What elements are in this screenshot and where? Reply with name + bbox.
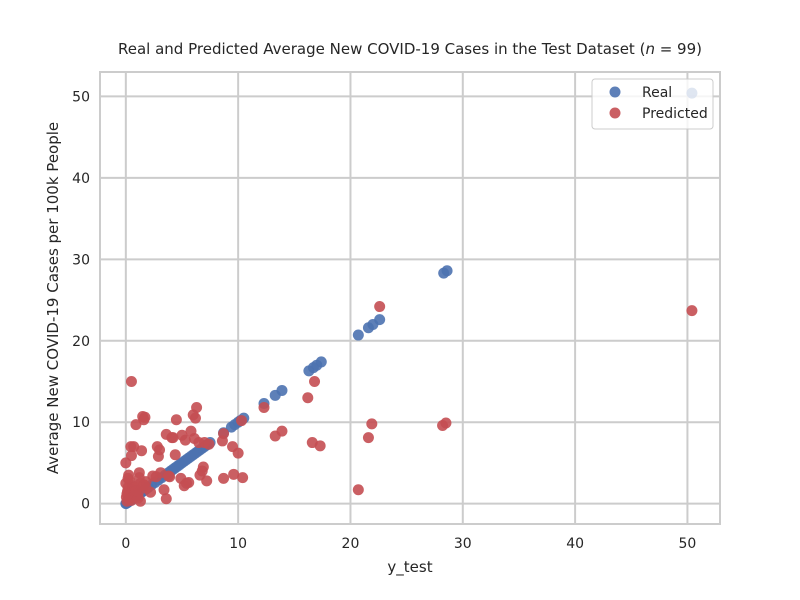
y-axis-label: Average New COVID-19 Cases per 100k Peop… bbox=[44, 122, 62, 474]
y-tick-label: 50 bbox=[72, 89, 90, 105]
legend-box bbox=[591, 78, 714, 130]
x-tick-label: 50 bbox=[679, 536, 697, 552]
legend-label-predicted: Predicted bbox=[642, 106, 708, 122]
predicted-point bbox=[169, 449, 181, 461]
predicted-point bbox=[191, 402, 203, 414]
x-tick-label: 10 bbox=[229, 536, 247, 552]
legend: Real Predicted bbox=[591, 78, 714, 130]
predicted-point bbox=[130, 485, 142, 497]
predicted-point bbox=[160, 493, 172, 505]
legend-label-real: Real bbox=[642, 85, 672, 101]
y-tick-label: 0 bbox=[81, 497, 90, 513]
predicted-point bbox=[136, 445, 148, 457]
tick-labels: 0 10 20 30 40 50 0 10 20 30 40 50 bbox=[72, 89, 696, 552]
legend-marker-real bbox=[609, 86, 621, 98]
predicted-point bbox=[216, 435, 228, 447]
predicted-point bbox=[139, 411, 151, 423]
x-tick-label: 0 bbox=[121, 536, 130, 552]
series-predicted bbox=[120, 301, 698, 507]
predicted-point bbox=[167, 432, 179, 444]
predicted-point bbox=[362, 432, 374, 444]
y-tick-label: 10 bbox=[72, 415, 90, 431]
predicted-point bbox=[374, 301, 386, 313]
x-tick-label: 20 bbox=[342, 536, 360, 552]
real-point bbox=[276, 384, 288, 396]
predicted-point bbox=[122, 472, 134, 484]
predicted-point bbox=[236, 415, 248, 427]
chart-title-prefix: Real and Predicted Average New COVID-19 … bbox=[118, 40, 645, 58]
predicted-point bbox=[179, 434, 191, 446]
predicted-point bbox=[147, 470, 159, 482]
predicted-point bbox=[258, 402, 270, 414]
real-point bbox=[315, 356, 327, 368]
predicted-point bbox=[309, 375, 321, 387]
predicted-point bbox=[302, 392, 314, 404]
x-tick-label: 40 bbox=[566, 536, 584, 552]
predicted-point bbox=[686, 305, 698, 317]
grid-lines bbox=[100, 72, 720, 524]
real-point bbox=[352, 329, 364, 341]
predicted-point bbox=[352, 484, 364, 496]
predicted-point bbox=[138, 479, 150, 491]
predicted-point bbox=[366, 418, 378, 430]
legend-marker-predicted bbox=[609, 107, 621, 119]
chart-title-italic: n bbox=[645, 40, 655, 58]
predicted-point bbox=[232, 447, 244, 459]
predicted-point bbox=[158, 484, 170, 496]
predicted-point bbox=[170, 414, 182, 426]
predicted-point bbox=[189, 412, 201, 424]
predicted-point bbox=[125, 375, 137, 387]
predicted-point bbox=[194, 469, 206, 481]
predicted-point bbox=[218, 472, 230, 484]
real-point bbox=[374, 314, 386, 326]
y-tick-label: 40 bbox=[72, 171, 90, 187]
x-tick-label: 30 bbox=[454, 536, 472, 552]
plot-frame bbox=[99, 71, 721, 525]
predicted-point bbox=[228, 468, 240, 480]
predicted-point bbox=[152, 450, 164, 462]
predicted-point bbox=[276, 425, 288, 437]
predicted-point bbox=[130, 419, 142, 431]
y-tick-label: 30 bbox=[72, 252, 90, 268]
predicted-point bbox=[125, 450, 137, 462]
real-point bbox=[441, 265, 453, 277]
predicted-point bbox=[180, 477, 192, 489]
chart-title-suffix: = 99) bbox=[655, 40, 702, 58]
predicted-point bbox=[314, 440, 326, 452]
x-axis-label: y_test bbox=[387, 558, 432, 577]
predicted-point bbox=[237, 472, 249, 484]
predicted-point bbox=[203, 438, 215, 450]
predicted-point bbox=[163, 470, 175, 482]
y-tick-label: 20 bbox=[72, 334, 90, 350]
predicted-point bbox=[440, 417, 452, 429]
chart-title: Real and Predicted Average New COVID-19 … bbox=[118, 40, 702, 58]
